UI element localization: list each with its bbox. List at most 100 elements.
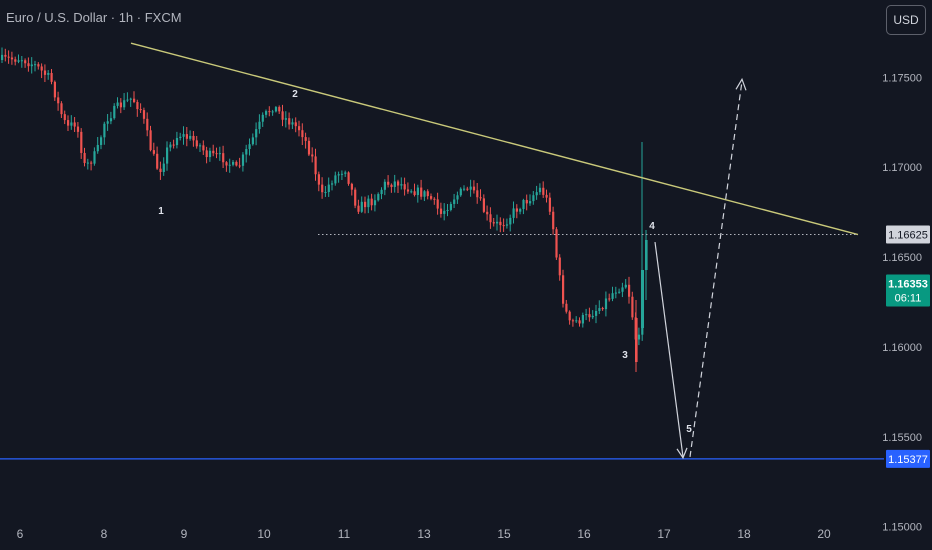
candle-body	[367, 198, 370, 208]
candle-body	[195, 140, 198, 147]
candle	[624, 279, 627, 289]
candle-body	[628, 284, 631, 297]
candle-body	[373, 200, 377, 206]
candle-body	[307, 140, 311, 155]
candle-body	[24, 60, 27, 64]
projection-down-arrow-line	[654, 241, 684, 457]
candle	[645, 230, 648, 300]
candle-body	[222, 153, 225, 163]
candle-body	[420, 187, 423, 197]
candle	[538, 183, 542, 195]
candle-body	[535, 192, 538, 196]
candle	[169, 141, 172, 152]
candle	[499, 217, 502, 233]
candle	[430, 193, 433, 201]
candle	[245, 144, 248, 163]
candle-body	[555, 229, 558, 258]
candle-body	[93, 151, 96, 164]
candle	[340, 170, 344, 181]
candle-body	[139, 109, 142, 111]
candle	[631, 291, 634, 320]
candle-body	[189, 135, 192, 139]
time-axis[interactable]: 6 8 9 10 11 13 15 16 17 18 20	[17, 527, 831, 541]
candle-body	[552, 211, 555, 230]
candle-body	[456, 195, 459, 200]
candle-body	[235, 161, 238, 166]
candle	[185, 127, 188, 147]
candle-body	[446, 209, 449, 211]
candle-body	[86, 162, 89, 164]
price-axis[interactable]: 1.17500 1.17000 1.16500 1.16000 1.15500 1.150…	[882, 72, 922, 533]
candle-body	[449, 203, 452, 210]
candle-body	[525, 199, 528, 204]
badge-bg	[886, 225, 930, 244]
candle	[14, 56, 17, 66]
candle-body	[595, 310, 598, 316]
candle	[545, 189, 548, 203]
candle	[529, 194, 532, 206]
candle	[301, 123, 304, 146]
candle	[73, 117, 76, 133]
candle	[67, 115, 70, 131]
candle	[17, 54, 20, 64]
candle	[492, 217, 495, 227]
candle	[601, 306, 604, 311]
y-tick-label: 1.15500	[882, 432, 922, 444]
candle-body	[47, 72, 50, 75]
candle-body	[311, 154, 314, 157]
candle-body	[169, 144, 172, 148]
candle	[159, 161, 162, 180]
candle-body	[288, 118, 291, 125]
candle	[304, 132, 307, 149]
wave-label-1: 1	[158, 206, 164, 217]
candle-body	[469, 186, 472, 190]
candle-body	[337, 174, 340, 176]
candle	[354, 187, 357, 209]
candle	[103, 121, 106, 145]
candle	[555, 227, 558, 260]
candle	[532, 191, 535, 205]
candle	[397, 179, 400, 193]
candle	[86, 158, 89, 170]
candle	[218, 146, 221, 161]
y-tick-label: 1.16000	[882, 342, 922, 354]
candle	[410, 189, 413, 194]
candle-body	[387, 181, 390, 185]
candle	[423, 190, 426, 202]
candle	[635, 300, 638, 372]
candle	[129, 97, 132, 107]
candle	[360, 196, 363, 213]
candle-body	[166, 147, 169, 164]
currency-button[interactable]: USD	[886, 5, 926, 35]
candle	[222, 145, 225, 169]
candle-body	[83, 152, 86, 163]
candle	[334, 171, 337, 186]
candle	[232, 159, 235, 167]
candle	[505, 218, 509, 229]
candle-body	[598, 308, 601, 311]
candle-body	[608, 298, 611, 300]
candle-body	[182, 134, 185, 137]
badge-last-price: 1.16353 06:11	[886, 274, 930, 307]
candle	[311, 147, 314, 163]
candle-body	[327, 184, 330, 193]
chart-title: Euro / U.S. Dollar · 1h · FXCM	[6, 10, 182, 25]
candle-body	[472, 186, 476, 191]
candle	[552, 206, 555, 235]
candle	[509, 214, 512, 232]
candle	[337, 171, 340, 183]
candle-body	[542, 187, 545, 195]
candle	[288, 112, 291, 130]
candle-body	[509, 217, 512, 225]
candle-body	[575, 320, 578, 322]
candle	[387, 175, 390, 188]
candle	[113, 103, 116, 120]
candle-body	[578, 320, 581, 324]
candle	[641, 142, 644, 330]
candle-body	[631, 296, 634, 318]
candle	[268, 106, 271, 117]
candle	[393, 174, 396, 193]
candle-body	[116, 102, 119, 106]
candle	[604, 291, 608, 317]
